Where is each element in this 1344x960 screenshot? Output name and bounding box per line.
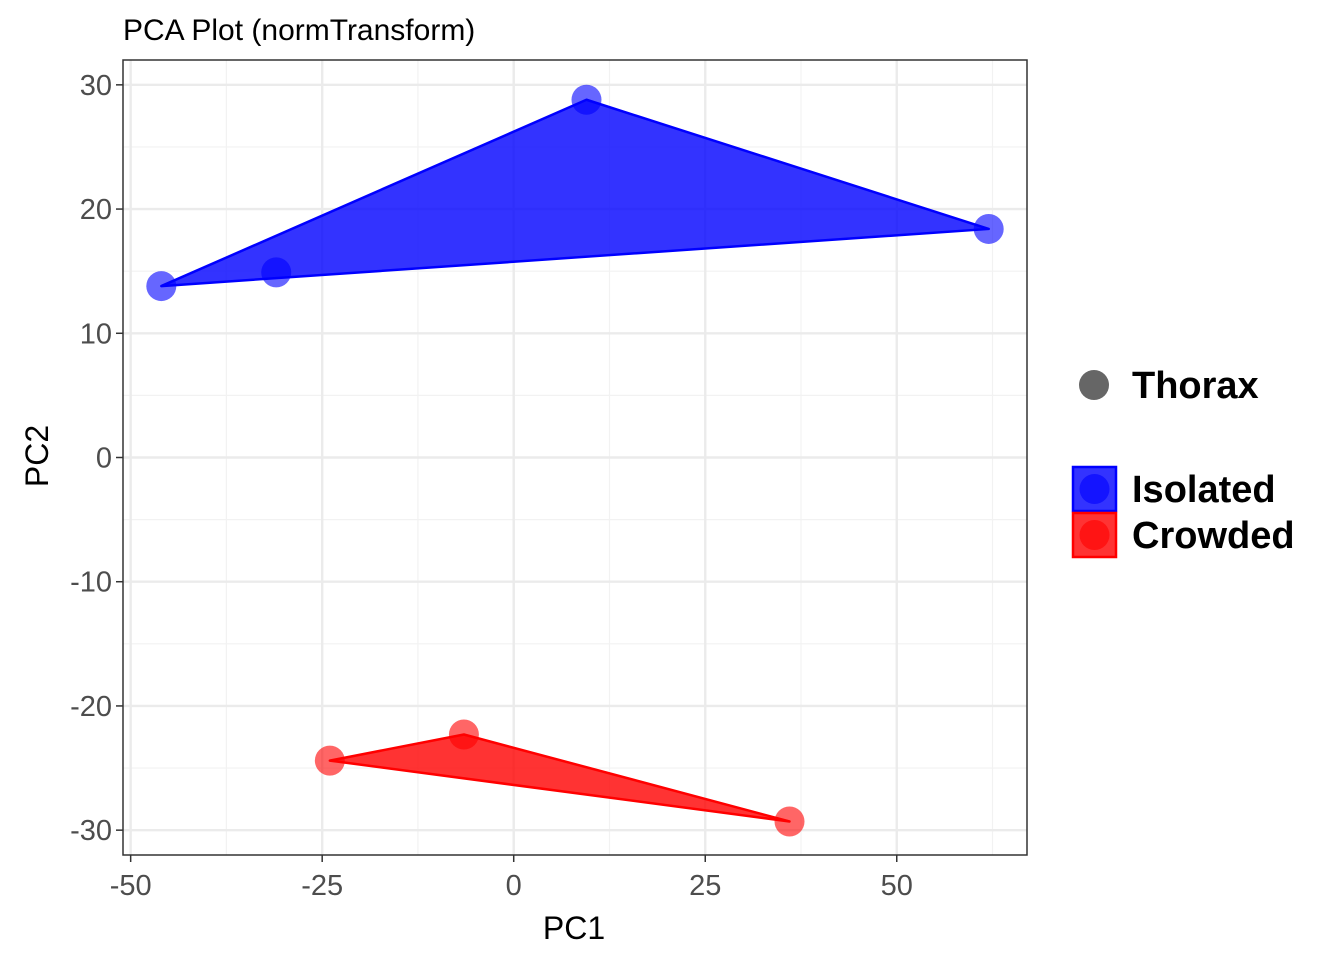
x-tick-label: 0 — [506, 870, 522, 902]
x-axis-ticks: -50 -25 0 25 50 — [110, 855, 913, 902]
y-axis-ticks: 30 20 10 0 -10 -20 -30 — [70, 70, 123, 847]
y-tick-label: -20 — [70, 691, 112, 723]
x-axis-label: PC1 — [543, 910, 605, 946]
x-tick-label: 25 — [689, 870, 721, 902]
data-points — [146, 84, 1004, 837]
x-tick-label: -50 — [110, 870, 152, 902]
point-crowded — [448, 719, 479, 750]
legend-point-crowded — [1079, 520, 1110, 550]
y-tick-label: 20 — [80, 194, 112, 226]
y-tick-label: 0 — [96, 443, 112, 475]
hull-crowded — [328, 733, 791, 823]
chart-title: PCA Plot (normTransform) — [123, 14, 475, 47]
x-tick-label: 50 — [881, 870, 913, 902]
point-crowded — [314, 745, 345, 776]
y-tick-label: -10 — [70, 567, 112, 599]
legend-point-isolated — [1079, 474, 1110, 504]
point-isolated — [571, 84, 602, 115]
group-hulls — [160, 98, 990, 823]
point-isolated — [146, 271, 177, 302]
legend-label-isolated: Isolated — [1132, 469, 1276, 511]
legend-label-crowded: Crowded — [1132, 515, 1295, 557]
point-crowded — [774, 806, 805, 837]
legend-key-thorax — [1079, 370, 1109, 400]
hull-isolated — [160, 98, 990, 288]
major-gridlines — [123, 60, 1027, 855]
legend-label-thorax: Thorax — [1132, 365, 1259, 407]
point-isolated — [973, 213, 1004, 244]
y-tick-label: -30 — [70, 815, 112, 847]
y-tick-label: 10 — [80, 318, 112, 350]
y-tick-label: 30 — [80, 70, 112, 102]
y-axis-label: PC2 — [19, 425, 55, 487]
x-tick-label: -25 — [301, 870, 343, 902]
point-isolated — [261, 257, 292, 288]
